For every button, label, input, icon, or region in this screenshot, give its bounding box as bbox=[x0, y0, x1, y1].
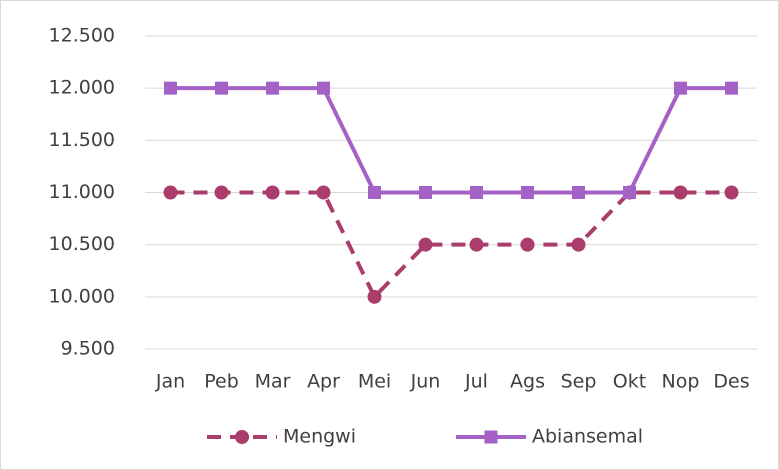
data-point bbox=[214, 185, 229, 200]
y-tick-label: 11.500 bbox=[49, 129, 115, 151]
x-tick-label: Jun bbox=[410, 371, 441, 393]
legend-label: Abiansemal bbox=[532, 426, 643, 448]
data-point bbox=[725, 81, 738, 95]
x-tick-label: Mar bbox=[255, 371, 291, 393]
y-tick-label: 12.000 bbox=[49, 77, 115, 99]
data-point bbox=[572, 186, 585, 199]
legend-marker bbox=[484, 430, 498, 444]
data-point bbox=[317, 81, 330, 95]
data-point bbox=[571, 237, 586, 252]
x-tick-label: Mei bbox=[358, 371, 391, 393]
data-point bbox=[316, 185, 331, 200]
y-tick-label: 9.500 bbox=[61, 338, 115, 360]
data-point bbox=[163, 185, 178, 200]
data-point bbox=[266, 81, 279, 95]
series-line bbox=[170, 190, 732, 301]
data-point bbox=[265, 185, 280, 200]
data-point bbox=[367, 289, 382, 304]
data-point bbox=[470, 186, 483, 199]
data-point bbox=[521, 186, 534, 199]
data-point bbox=[418, 237, 433, 252]
legend-marker bbox=[235, 430, 249, 444]
data-point bbox=[673, 185, 688, 200]
legend-label: Mengwi bbox=[283, 426, 356, 448]
y-tick-label: 12.500 bbox=[49, 25, 115, 47]
data-point bbox=[623, 186, 636, 199]
y-tick-label: 11.000 bbox=[49, 181, 115, 203]
series-line bbox=[170, 86, 732, 195]
data-point bbox=[469, 237, 484, 252]
x-tick-label: Sep bbox=[561, 371, 597, 393]
x-tick-label: Peb bbox=[204, 371, 239, 393]
x-tick-label: Jan bbox=[155, 371, 185, 393]
y-tick-label: 10.500 bbox=[49, 233, 115, 255]
data-point bbox=[520, 237, 535, 252]
x-tick-label: Apr bbox=[307, 371, 340, 393]
data-point bbox=[368, 186, 381, 199]
data-point bbox=[674, 81, 687, 95]
y-tick-label: 10.000 bbox=[49, 285, 115, 307]
data-point bbox=[419, 186, 432, 199]
x-tick-label: Ags bbox=[510, 371, 545, 393]
data-point bbox=[724, 185, 739, 200]
x-tick-label: Nop bbox=[662, 371, 700, 393]
x-tick-label: Jul bbox=[464, 371, 488, 393]
x-tick-label: Okt bbox=[613, 371, 646, 393]
x-tick-label: Des bbox=[713, 371, 749, 393]
data-point bbox=[164, 81, 177, 95]
data-point bbox=[215, 81, 228, 95]
